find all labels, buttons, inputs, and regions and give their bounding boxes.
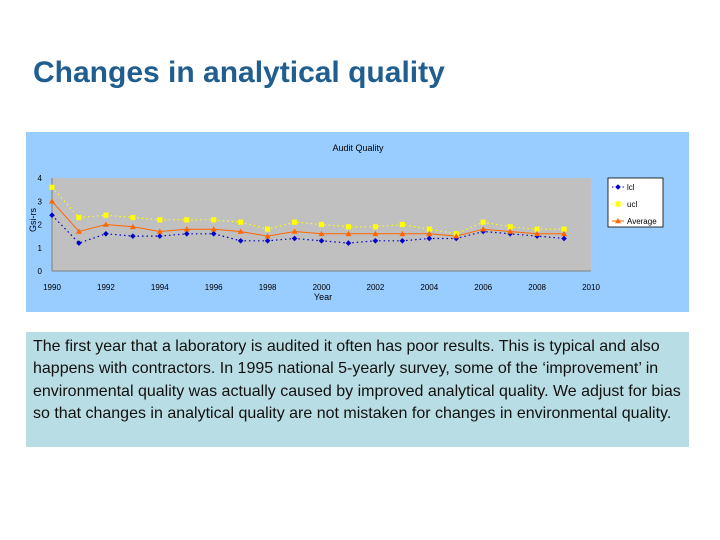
point-lcl bbox=[399, 237, 406, 244]
y-tick-label: 0 bbox=[38, 267, 43, 276]
point-lcl bbox=[372, 237, 379, 244]
series-markers bbox=[49, 184, 568, 246]
legend-label-lcl: lcl bbox=[627, 183, 635, 192]
series-lines bbox=[51, 186, 565, 244]
point-lcl bbox=[318, 237, 325, 244]
point-average bbox=[156, 228, 163, 234]
point-ucl bbox=[130, 214, 136, 221]
point-average bbox=[49, 198, 55, 204]
chart-title: Audit Quality bbox=[332, 143, 384, 153]
point-lcl bbox=[210, 231, 217, 237]
chart-svg: Audit Quality Gsi-rs Year 0 1 2 3 4 1990 1992… bbox=[28, 143, 664, 302]
x-axis-label: Year bbox=[314, 292, 332, 302]
x-tick-labels: 1990 1992 1994 1996 1998 2000 2002 2004 2006 2008… bbox=[43, 283, 600, 292]
point-average bbox=[183, 226, 190, 232]
x-tick-label: 2008 bbox=[528, 283, 546, 292]
y-tick-labels: 0 1 2 3 4 bbox=[38, 174, 43, 276]
point-average bbox=[75, 228, 82, 234]
x-tick-label: 1996 bbox=[205, 283, 223, 292]
x-tick-label: 1994 bbox=[151, 283, 169, 292]
point-lcl bbox=[157, 233, 163, 239]
point-average bbox=[534, 230, 541, 237]
point-lcl bbox=[345, 240, 352, 246]
point-average bbox=[102, 221, 109, 227]
y-axis-label: Gsi-rs bbox=[28, 208, 38, 232]
legend-item-ucl: ucl bbox=[612, 200, 637, 209]
point-average bbox=[210, 226, 217, 232]
point-average bbox=[318, 230, 325, 237]
caption-box: The first year that a laboratory is audi… bbox=[26, 332, 689, 447]
y-tick-label: 3 bbox=[38, 197, 43, 206]
point-average bbox=[399, 230, 406, 237]
point-ucl bbox=[345, 224, 352, 230]
point-lcl bbox=[561, 235, 567, 242]
point-lcl bbox=[480, 228, 486, 235]
point-average bbox=[372, 230, 379, 237]
chart-panel: Audit Quality Gsi-rs Year 0 1 2 3 4 1990 1992… bbox=[26, 132, 689, 312]
y-tick-label: 2 bbox=[38, 221, 43, 230]
legend-item-lcl: lcl bbox=[612, 183, 635, 192]
legend-marker-lcl bbox=[615, 184, 621, 190]
point-average bbox=[264, 233, 271, 239]
point-ucl bbox=[534, 226, 540, 232]
x-tick-label: 2004 bbox=[420, 283, 438, 292]
point-ucl bbox=[103, 212, 109, 218]
point-ucl bbox=[49, 184, 55, 190]
point-lcl bbox=[76, 240, 82, 246]
point-ucl bbox=[238, 219, 244, 225]
legend: lcl ucl Average bbox=[607, 177, 664, 228]
series-line-average bbox=[51, 200, 564, 237]
point-lcl bbox=[264, 237, 271, 244]
point-ucl bbox=[561, 226, 567, 232]
point-lcl bbox=[237, 237, 244, 244]
x-tick-label: 1990 bbox=[43, 283, 61, 292]
point-average bbox=[453, 233, 460, 239]
point-ucl bbox=[184, 217, 190, 223]
point-ucl bbox=[291, 219, 298, 225]
point-average bbox=[480, 226, 487, 232]
point-ucl bbox=[157, 217, 163, 223]
y-tick-label: 1 bbox=[38, 244, 43, 253]
point-ucl bbox=[265, 226, 271, 232]
point-ucl bbox=[426, 226, 432, 232]
x-tick-label: 2006 bbox=[474, 283, 492, 292]
series-line-lcl bbox=[51, 214, 565, 244]
series-line-ucl bbox=[51, 186, 564, 235]
point-lcl bbox=[130, 233, 136, 239]
point-average bbox=[345, 230, 352, 237]
x-tick-label: 2002 bbox=[367, 283, 385, 292]
slide-title: Changes in analytical quality bbox=[33, 56, 445, 89]
x-tick-label: 1998 bbox=[259, 283, 277, 292]
point-ucl bbox=[372, 224, 378, 230]
x-tick-label: 1992 bbox=[97, 283, 115, 292]
y-tick-label: 4 bbox=[38, 174, 43, 183]
point-average bbox=[561, 230, 568, 237]
point-ucl bbox=[399, 221, 405, 228]
point-ucl bbox=[480, 219, 486, 225]
point-ucl bbox=[211, 217, 217, 223]
point-average bbox=[291, 228, 298, 234]
point-average bbox=[129, 223, 136, 230]
point-average bbox=[237, 228, 244, 234]
x-tick-label: 2000 bbox=[313, 283, 331, 292]
point-ucl bbox=[318, 221, 325, 228]
point-ucl bbox=[76, 214, 82, 221]
legend-item-average: Average bbox=[612, 217, 657, 226]
legend-marker-average bbox=[615, 218, 621, 224]
legend-marker-ucl bbox=[615, 201, 621, 207]
point-ucl bbox=[507, 224, 513, 230]
point-average bbox=[426, 230, 433, 237]
legend-label-ucl: ucl bbox=[627, 200, 637, 209]
legend-label-average: Average bbox=[627, 217, 657, 226]
x-tick-label: 2010 bbox=[582, 283, 600, 292]
point-average bbox=[507, 228, 514, 234]
caption-text: The first year that a laboratory is audi… bbox=[33, 338, 681, 422]
